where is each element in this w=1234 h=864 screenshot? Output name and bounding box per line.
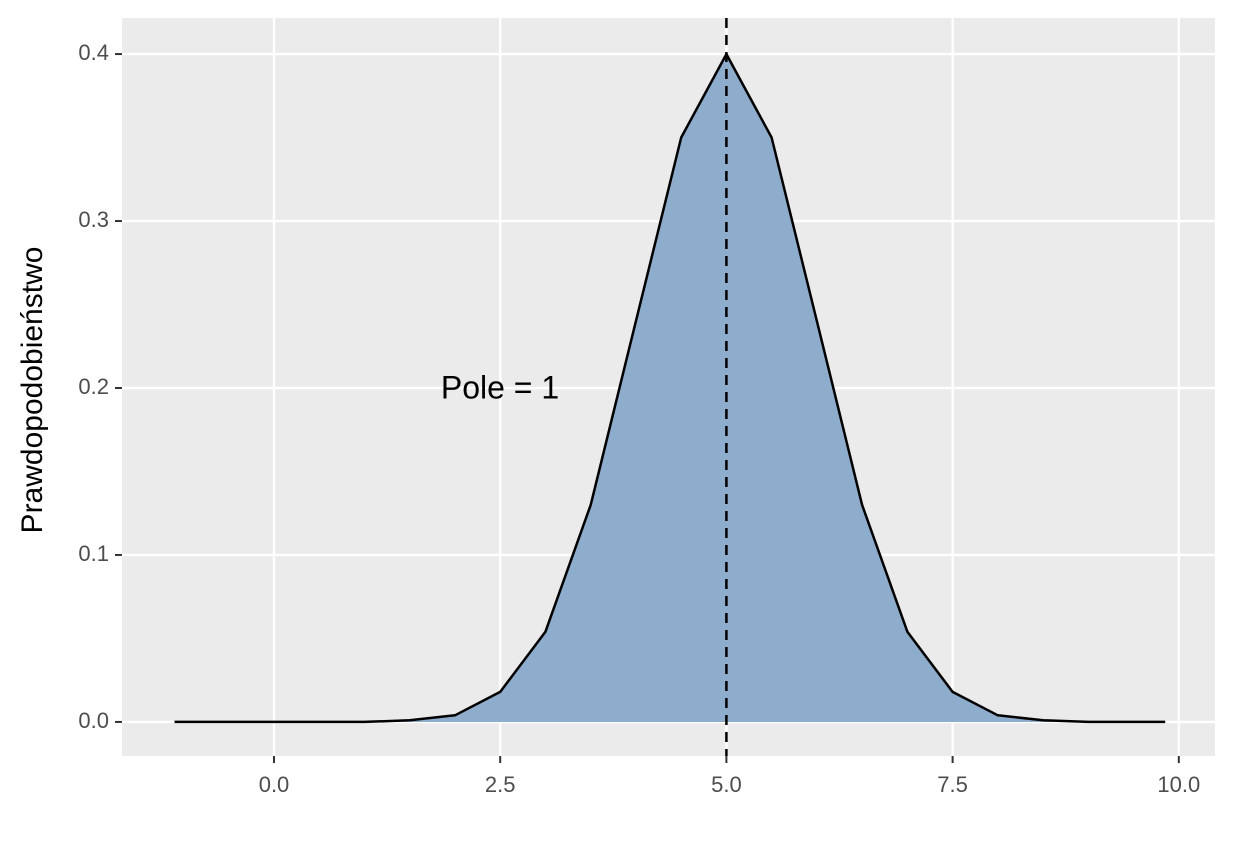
x-tick-label: 7.5 (937, 772, 968, 797)
x-tick-label: 0.0 (259, 772, 290, 797)
y-tick-label: 0.1 (78, 541, 109, 566)
y-tick-label: 0.3 (78, 207, 109, 232)
annotation: Pole = 1 (441, 369, 559, 405)
density-line (174, 52, 1166, 724)
y-axis-title: Prawdopodobieństwo (16, 247, 49, 534)
y-tick-label: 0.4 (78, 40, 109, 65)
x-tick-label: 2.5 (485, 772, 516, 797)
y-tick-label: 0.0 (78, 708, 109, 733)
density-area (174, 54, 1166, 722)
y-tick-label: 0.2 (78, 374, 109, 399)
x-tick-label: 5.0 (711, 772, 742, 797)
x-tick-label: 10.0 (1157, 772, 1200, 797)
